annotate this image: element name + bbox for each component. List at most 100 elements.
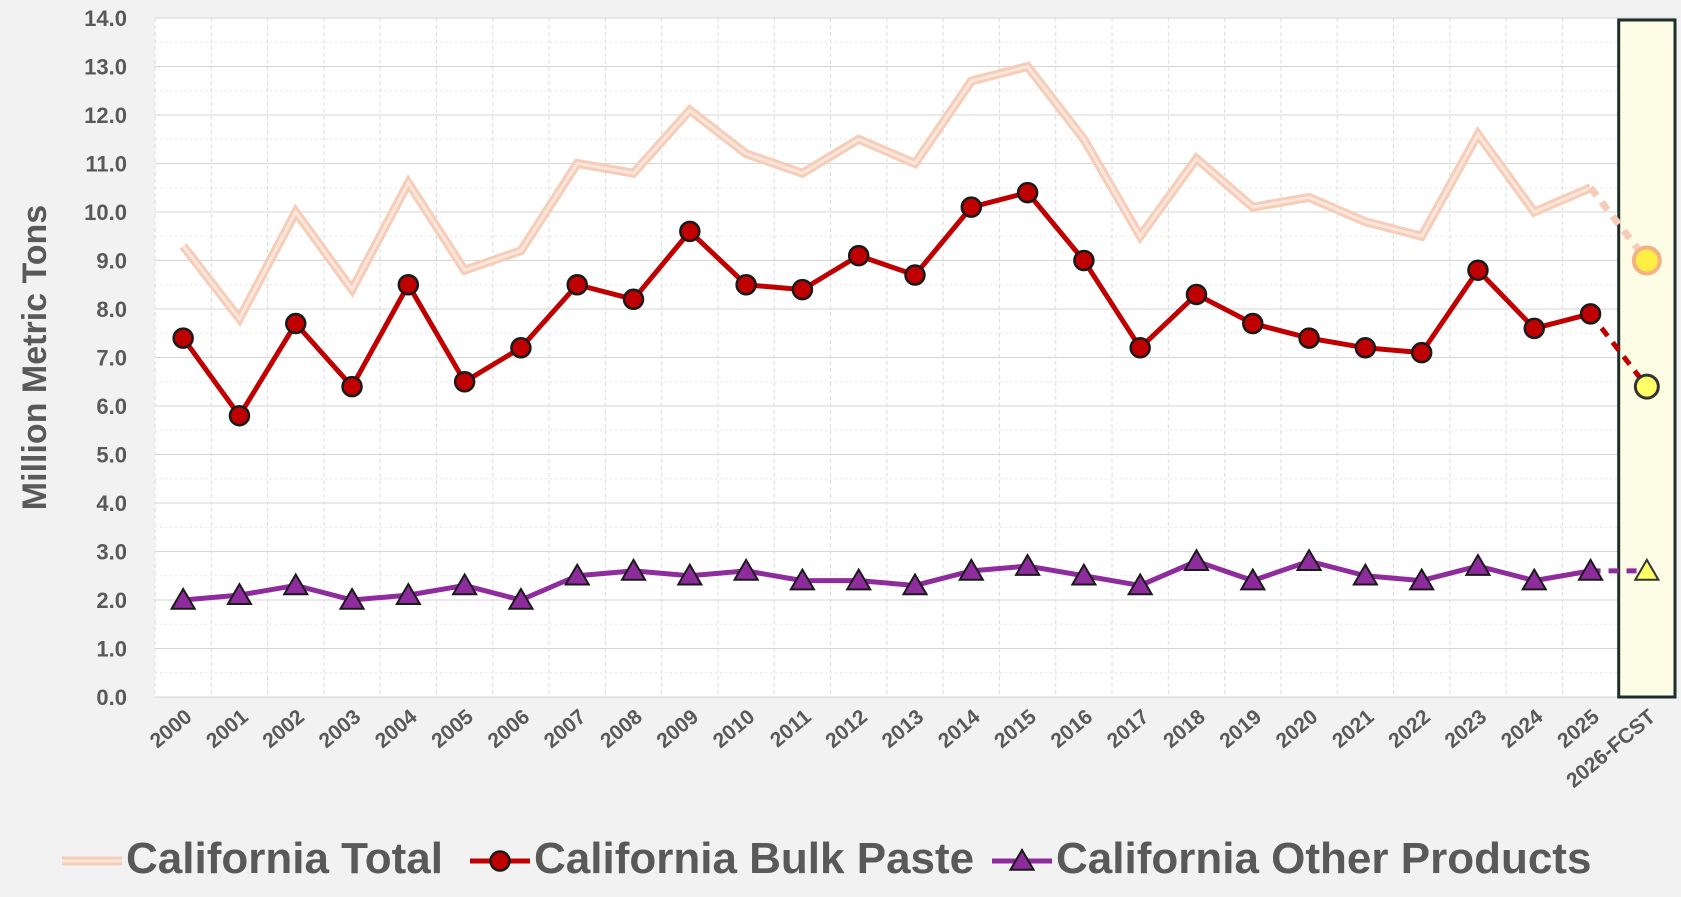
forecast-point-total	[1631, 245, 1662, 276]
data-point	[791, 278, 814, 301]
series-forecast-line	[1587, 185, 1650, 263]
x-tick-label: 2018	[1159, 705, 1210, 753]
data-point	[1354, 337, 1377, 359]
data-point	[338, 587, 366, 610]
data-point	[622, 288, 645, 311]
data-point	[451, 572, 478, 596]
data-point	[676, 562, 704, 586]
data-point	[847, 244, 870, 267]
y-tick-label: 7.0	[96, 346, 127, 371]
x-tick-label: 2003	[315, 705, 366, 753]
data-point	[172, 327, 194, 349]
y-tick-label: 8.0	[96, 297, 127, 322]
x-tick-label: 2020	[1272, 705, 1323, 753]
data-point	[510, 337, 532, 359]
data-point	[226, 582, 253, 605]
legend-label-total: California Total	[126, 834, 443, 883]
data-point	[284, 312, 307, 335]
x-tick-label: 2011	[766, 705, 816, 752]
x-tick-label: 2013	[878, 705, 929, 753]
series-line	[182, 558, 1591, 603]
y-tick-label: 4.0	[96, 491, 127, 516]
y-tick-label: 12.0	[84, 103, 127, 128]
x-tick-label: 2015	[990, 705, 1041, 753]
y-tick-label: 14.0	[84, 6, 127, 31]
series-california-other-products	[169, 548, 1661, 610]
x-tick-label: 2019	[1215, 705, 1266, 753]
data-point	[228, 404, 251, 427]
x-tick-label: 2009	[652, 705, 703, 753]
data-point	[1464, 553, 1492, 576]
data-point	[1352, 562, 1379, 586]
y-tick-label: 6.0	[96, 394, 127, 419]
y-tick-label: 9.0	[96, 249, 127, 274]
data-point	[901, 572, 929, 596]
data-point	[282, 572, 310, 596]
data-point	[1579, 303, 1602, 325]
data-point	[789, 567, 816, 591]
x-tick-label: 2008	[596, 705, 647, 753]
data-point	[1129, 337, 1151, 359]
series-california-bulk-paste	[172, 181, 1660, 427]
data-point	[566, 274, 588, 296]
x-tick-label: 2016	[1047, 705, 1098, 753]
y-tick-label: 2.0	[96, 588, 127, 613]
data-point	[1242, 312, 1264, 335]
data-point	[1520, 567, 1548, 591]
y-tick-label: 1.0	[96, 637, 127, 662]
legend-label-paste: California Bulk Paste	[534, 834, 974, 883]
y-tick-label: 13.0	[84, 55, 127, 80]
data-point	[620, 557, 647, 581]
x-tick-label: 2017	[1103, 705, 1154, 753]
forecast-point-paste	[1633, 373, 1660, 400]
y-tick-label: 10.0	[84, 200, 127, 225]
x-tick-label: 2002	[258, 705, 309, 753]
series-forecast-line	[1588, 312, 1649, 389]
x-tick-label: 2014	[934, 705, 985, 753]
data-point	[563, 562, 591, 586]
data-point	[1014, 553, 1041, 576]
x-tick-label: 2012	[821, 705, 872, 753]
legend-label-other: California Other Products	[1056, 834, 1591, 883]
x-tick-label: 2000	[146, 705, 197, 753]
data-point	[1183, 548, 1210, 571]
legend: California Total California Bulk Paste Cal…	[62, 834, 1591, 883]
data-point	[1410, 341, 1433, 364]
data-point	[1239, 567, 1267, 591]
x-tick-label: 2001	[202, 705, 253, 753]
data-point	[1073, 249, 1095, 272]
data-point	[1016, 181, 1039, 204]
data-point	[1408, 567, 1435, 591]
data-point	[1126, 572, 1154, 596]
data-point	[1185, 283, 1208, 306]
y-tick-label: 0.0	[96, 685, 127, 710]
x-tick-label: 2010	[709, 705, 760, 753]
legend-marker-other	[1008, 848, 1036, 871]
data-point	[341, 375, 363, 398]
data-point	[453, 371, 476, 393]
data-point	[1295, 548, 1323, 571]
data-point	[732, 557, 760, 581]
x-tick-label: 2005	[427, 705, 478, 753]
data-point	[1577, 557, 1604, 581]
data-point	[1298, 327, 1320, 349]
data-point	[960, 196, 983, 218]
x-tick-label: 2024	[1497, 705, 1548, 753]
x-axis: 2000 2001 2002 2003 2004 2005 2006 2007 2008 2009…	[146, 705, 1660, 793]
y-tick-label: 11.0	[85, 152, 127, 177]
y-tick-label: 3.0	[96, 540, 127, 565]
data-point	[958, 557, 985, 581]
x-tick-label: 2021	[1328, 705, 1379, 753]
data-point	[1467, 259, 1489, 281]
legend-marker-paste	[489, 850, 511, 872]
data-point	[395, 582, 422, 605]
x-tick-label: 2022	[1384, 705, 1435, 753]
data-point	[845, 567, 872, 591]
data-point	[1070, 562, 1098, 586]
y-axis: 0.0 1.0 2.0 3.0 4.0 5.0 6.0 7.0 8.0 9.0 10.0 11.0 12…	[84, 6, 127, 710]
forecast-point-other	[1633, 557, 1661, 581]
data-point	[397, 274, 420, 296]
y-tick-label: 5.0	[96, 443, 127, 468]
series-line-inner	[181, 64, 1592, 322]
